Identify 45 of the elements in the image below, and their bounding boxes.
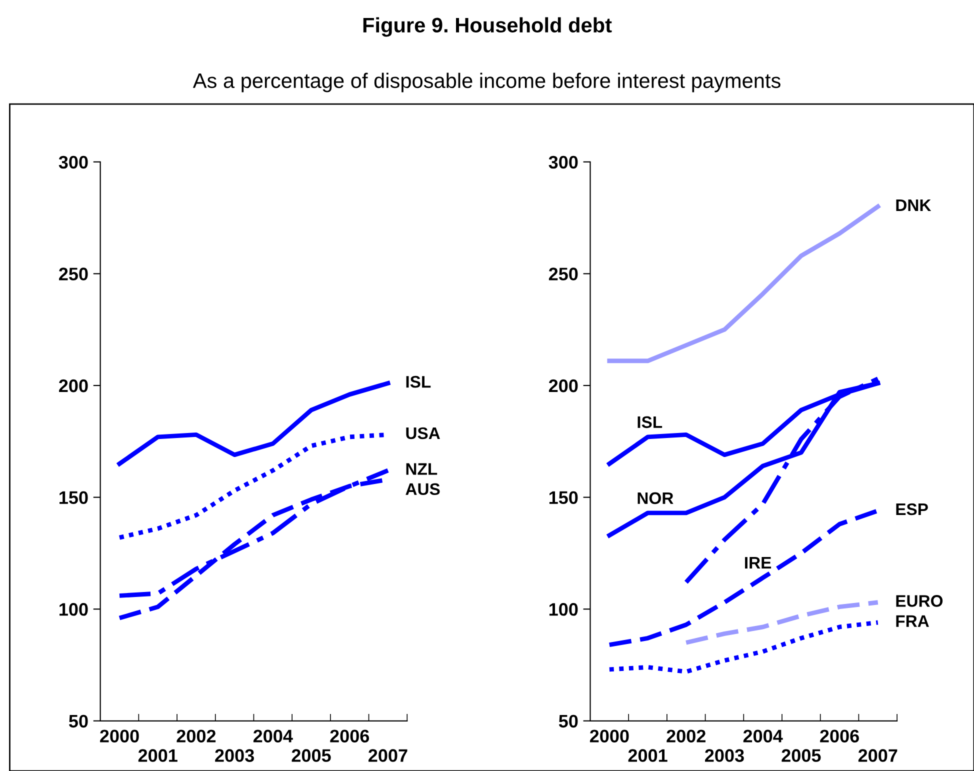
annotation: DNK — [896, 199, 932, 211]
x-tick-label: 2007 — [858, 749, 898, 762]
y-tick-label: 200 — [59, 379, 88, 392]
y-tick-label: 100 — [60, 603, 88, 616]
x-tick-label: 2005 — [782, 749, 821, 762]
x-tick-label: 2005 — [292, 749, 331, 762]
x-tick-label: 2003 — [705, 749, 744, 762]
annotation: NZL — [406, 463, 438, 475]
y-tick-label: 300 — [548, 156, 578, 169]
x-tick-label: 2002 — [666, 730, 706, 742]
x-tick-label: 2006 — [330, 730, 370, 742]
y-tick-label: 300 — [58, 156, 88, 169]
y-tick-label: 150 — [549, 491, 578, 504]
y-tick-label: 200 — [548, 379, 578, 392]
x-tick-label: 2007 — [368, 749, 408, 762]
x-tick-label: 2001 — [628, 749, 668, 762]
y-tick-label: 250 — [548, 268, 578, 280]
annotation: NOR — [638, 492, 674, 504]
line-series — [684, 600, 880, 645]
line-series — [117, 381, 390, 466]
text: Figure 9. Household debt — [363, 17, 612, 37]
annotation: AUS — [406, 483, 440, 496]
y-tick-label: 50 — [558, 714, 578, 728]
y-tick-label: 100 — [549, 603, 578, 616]
text: As a percentage of disposable income before interest payments — [192, 72, 780, 92]
line-series — [607, 204, 880, 364]
x-tick-label: 2000 — [100, 730, 139, 742]
annotation: ISL — [638, 416, 662, 428]
x-tick-label: 2006 — [820, 730, 859, 742]
x-tick-label: 2004 — [253, 730, 293, 742]
line-series — [607, 620, 880, 674]
annotation: ISL — [406, 376, 431, 388]
x-tick-label: 2001 — [138, 749, 178, 762]
y-tick-label: 150 — [60, 491, 88, 504]
x-tick-label: 2003 — [215, 749, 254, 762]
annotation: FRA — [896, 615, 929, 627]
x-tick-label: 2000 — [590, 730, 629, 742]
annotation: ESP — [896, 503, 928, 516]
annotation: IRE — [745, 557, 772, 569]
y-tick-label: 250 — [59, 268, 88, 280]
x-tick-label: 2002 — [176, 730, 216, 742]
annotation: EURO — [896, 595, 943, 607]
y-tick-label: 50 — [68, 714, 88, 728]
x-tick-label: 2004 — [743, 730, 783, 742]
annotation: USA — [406, 427, 440, 440]
